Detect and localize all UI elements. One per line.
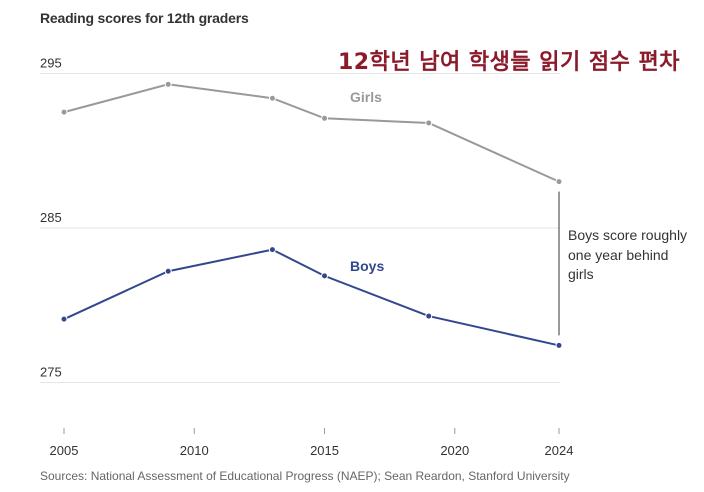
y-tick-label: 285	[40, 210, 62, 225]
x-tick-label: 2015	[310, 443, 339, 458]
data-point-boys	[60, 315, 68, 323]
overlay-title: 12학년 남여 학생들 읽기 점수 편차	[338, 50, 681, 75]
data-point-girls	[555, 178, 563, 186]
x-tick-label: 2020	[440, 443, 469, 458]
y-tick-label: 295	[40, 56, 62, 71]
data-point-boys	[321, 272, 329, 280]
series-label-boys: Boys	[350, 258, 384, 274]
x-tick-label: 2010	[180, 443, 209, 458]
series-line-girls	[63, 83, 560, 183]
data-point-boys	[425, 312, 433, 320]
source-note: Sources: National Assessment of Educatio…	[40, 469, 570, 483]
gap-annotation: Boys score roughly one year behind girls	[568, 227, 688, 282]
series-label-girls: Girls	[350, 89, 382, 105]
x-tick-label: 2005	[50, 443, 79, 458]
data-point-boys	[268, 246, 276, 254]
data-point-girls	[268, 94, 276, 102]
data-point-girls	[164, 80, 172, 88]
data-point-girls	[425, 119, 433, 127]
data-point-boys	[555, 341, 563, 349]
data-point-boys	[164, 267, 172, 275]
data-point-girls	[321, 114, 329, 122]
series-line-boys	[63, 248, 560, 347]
y-tick-label: 275	[40, 365, 62, 380]
data-point-girls	[60, 108, 68, 116]
chart-title: Reading scores for 12th graders	[40, 10, 249, 26]
x-tick-label: 2024	[545, 443, 574, 458]
